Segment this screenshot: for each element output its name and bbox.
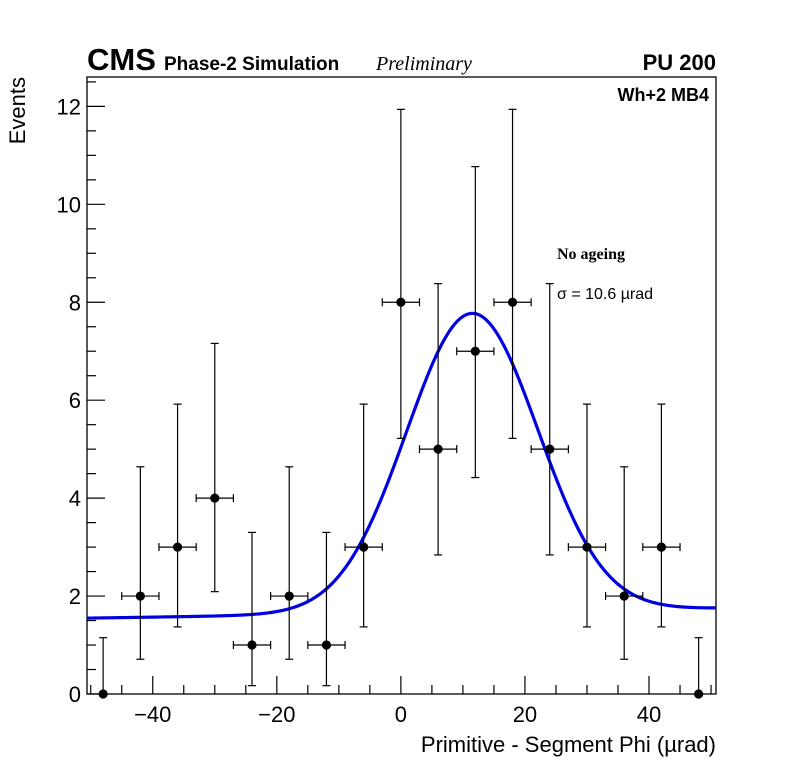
- tick-labels: −40 −20 0 20 40 0 2 4 6 8 10 12: [57, 94, 662, 727]
- region-label: Wh+2 MB4: [617, 85, 709, 105]
- data-point: [359, 542, 369, 552]
- data-point-group: [604, 466, 644, 660]
- data-point: [321, 640, 332, 650]
- y-tick-label: 8: [69, 290, 81, 315]
- subtitle-label: Phase-2 Simulation: [164, 54, 339, 75]
- axis-ticks: [87, 81, 712, 695]
- x-tick-label: −40: [134, 702, 171, 727]
- data-point-group: [530, 283, 569, 556]
- data-point: [619, 591, 629, 601]
- data-point-group: [418, 283, 458, 556]
- y-tick-label: 0: [69, 682, 81, 707]
- data-point-group: [381, 108, 421, 439]
- fit-curve-group: [86, 311, 717, 620]
- y-tick-label: 6: [69, 388, 81, 413]
- x-tick-label: 20: [513, 702, 537, 727]
- data-point: [433, 444, 443, 454]
- y-tick-label: 4: [69, 486, 81, 511]
- x-tick-label: −20: [258, 702, 295, 727]
- data-point-group: [158, 403, 197, 628]
- y-tick-label: 10: [57, 192, 81, 217]
- data-point-group: [344, 403, 383, 628]
- sigma-label: σ = 10.6 µrad: [557, 286, 653, 303]
- pileup-label: PU 200: [643, 50, 716, 75]
- data-point-group: [456, 166, 495, 479]
- data-point: [284, 591, 294, 601]
- experiment-label: CMS: [87, 42, 156, 77]
- data-point-group: [307, 531, 346, 687]
- data-point: [210, 493, 220, 503]
- data-point-group: [270, 466, 309, 660]
- data-point-group: [694, 637, 704, 699]
- data-point: [470, 346, 480, 356]
- data-point: [135, 591, 145, 601]
- data-point: [247, 640, 257, 650]
- data-point-group: [121, 466, 160, 660]
- data-point: [396, 297, 406, 307]
- data-point-group: [195, 342, 234, 593]
- data-point-group: [642, 403, 681, 628]
- plot-frame: [86, 76, 717, 695]
- data-point-group: [493, 108, 532, 439]
- y-axis-title: Events: [5, 77, 30, 144]
- data-point-group: [98, 637, 108, 699]
- plot-border: [86, 76, 717, 695]
- data-point: [98, 689, 108, 699]
- status-label: Preliminary: [375, 53, 472, 75]
- data-point-group: [232, 531, 272, 687]
- data-point: [656, 542, 667, 552]
- data-point: [545, 444, 555, 454]
- data-point: [172, 542, 183, 552]
- data-points: [98, 108, 704, 699]
- x-tick-label: 40: [637, 702, 661, 727]
- x-axis-title: Primitive - Segment Phi (µrad): [421, 732, 716, 757]
- y-tick-label: 12: [57, 94, 81, 119]
- data-point: [582, 542, 592, 552]
- data-point: [507, 297, 518, 307]
- y-tick-label: 2: [69, 584, 81, 609]
- fit-curve: [86, 311, 717, 620]
- data-point-group: [567, 403, 607, 628]
- data-point: [694, 689, 704, 699]
- x-tick-label: 0: [395, 702, 407, 727]
- condition-label: No ageing: [557, 246, 625, 263]
